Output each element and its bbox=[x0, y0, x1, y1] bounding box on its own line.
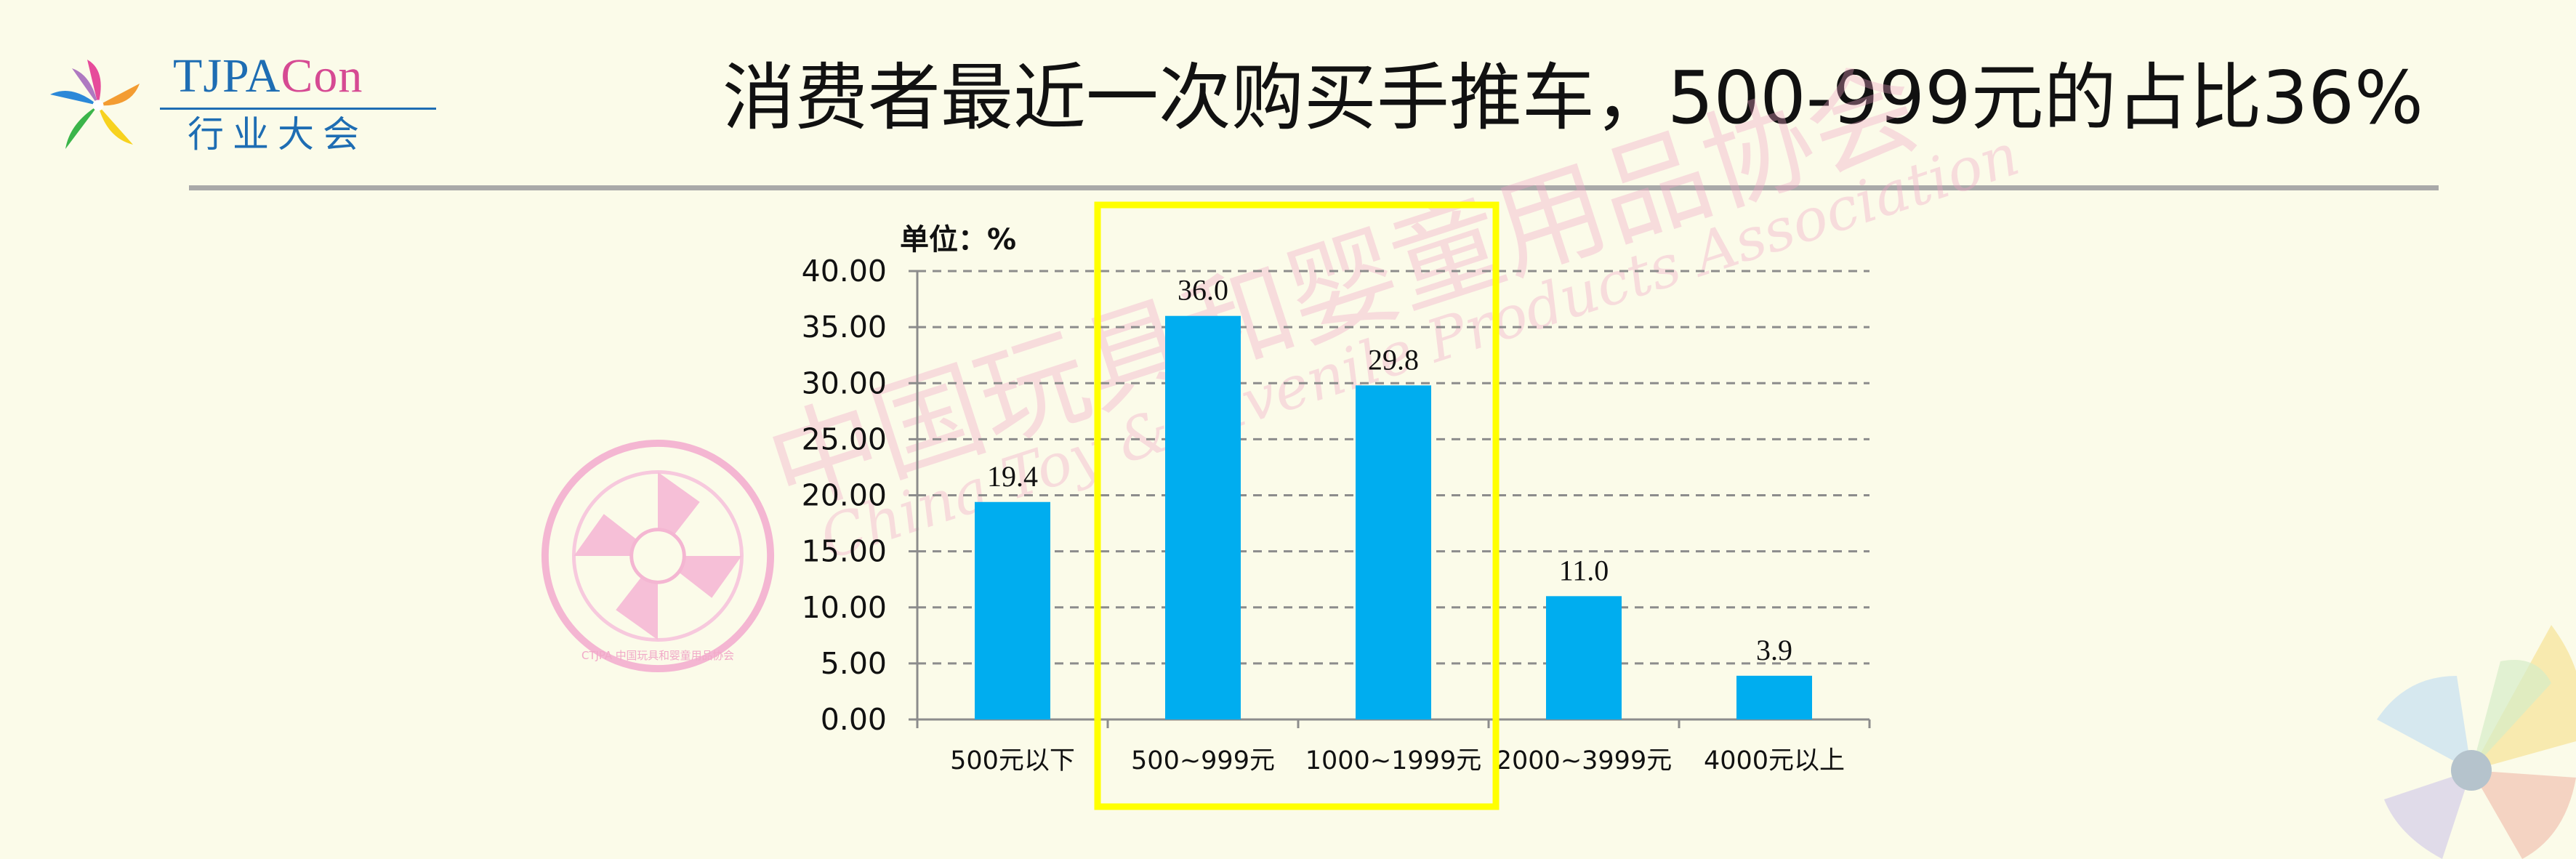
page-title: 消费者最近一次购买手推车，500-999元的占比36% bbox=[722, 55, 2423, 140]
bar bbox=[1546, 596, 1622, 719]
bar bbox=[1736, 675, 1812, 719]
category-label: 500~999元 bbox=[1131, 746, 1275, 775]
category-label: 4000元以上 bbox=[1704, 746, 1845, 775]
bar-value-label: 11.0 bbox=[1559, 554, 1609, 586]
bar-value-label: 29.8 bbox=[1368, 343, 1419, 376]
tjpacon-logo: TJPACon 行业大会 bbox=[44, 44, 436, 167]
bars-layer bbox=[975, 315, 1812, 719]
logo-title-part2: Con bbox=[281, 49, 363, 102]
title-divider bbox=[189, 185, 2439, 190]
watermark-cn: 中国玩具和婴童用品协会 bbox=[754, 43, 1933, 533]
unit-label: 单位：% bbox=[900, 223, 1016, 257]
bar-value-label: 19.4 bbox=[987, 460, 1038, 493]
bar bbox=[1356, 385, 1431, 719]
bar-value-label: 3.9 bbox=[1756, 634, 1792, 666]
highlight-box bbox=[1094, 201, 1500, 810]
bar bbox=[1165, 315, 1241, 719]
y-tick-label: 25.00 bbox=[802, 422, 887, 456]
bar bbox=[975, 501, 1050, 719]
category-label: 1000~1999元 bbox=[1305, 746, 1481, 775]
y-tick-label: 20.00 bbox=[802, 478, 887, 513]
logo-subtitle: 行业大会 bbox=[188, 113, 368, 156]
logo-title-part1: TJPA bbox=[173, 49, 281, 102]
logo-title: TJPACon bbox=[173, 52, 363, 100]
labels-layer: 0.00 5.00 10.00 15.00 20.00 25.00 30.00 35.00 40… bbox=[802, 254, 1845, 775]
y-tick-label: 10.00 bbox=[802, 590, 887, 625]
bar-value-label: 36.0 bbox=[1178, 274, 1228, 307]
category-label: 500元以下 bbox=[950, 746, 1075, 775]
logo-underline bbox=[160, 108, 436, 110]
y-tick-label: 40.00 bbox=[802, 254, 887, 289]
y-tick-label: 0.00 bbox=[821, 702, 887, 737]
y-tick-label: 30.00 bbox=[802, 366, 887, 400]
y-tick-label: 5.00 bbox=[821, 646, 887, 681]
y-tick-label: 35.00 bbox=[802, 310, 887, 344]
category-label: 2000~3999元 bbox=[1496, 746, 1672, 775]
y-tick-label: 15.00 bbox=[802, 534, 887, 569]
pinwheel-logo-icon bbox=[50, 60, 140, 149]
